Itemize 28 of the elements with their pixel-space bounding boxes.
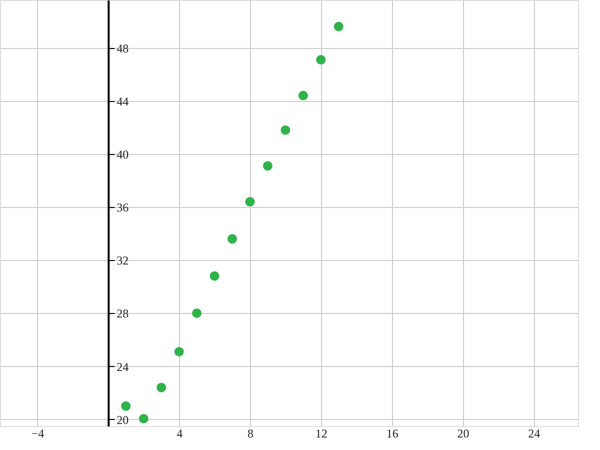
x-tick-label: 24: [528, 426, 540, 440]
point: [121, 401, 131, 411]
x-tick-label: 4: [176, 426, 183, 440]
point: [298, 90, 308, 100]
point: [156, 382, 166, 392]
x-tick-label: −4: [31, 426, 44, 440]
y-tick-label: 24: [116, 360, 129, 374]
x-tick-label: 8: [247, 426, 254, 440]
y-tick-label: 48: [116, 41, 129, 56]
x-tick-label: 12: [315, 426, 328, 440]
point: [280, 125, 290, 135]
point: [262, 161, 272, 171]
point: [316, 54, 326, 64]
x-tick-label: 16: [386, 426, 398, 440]
y-tick-label: 44: [116, 94, 129, 108]
y-tick-label: 36: [116, 200, 129, 215]
point: [245, 196, 255, 206]
point: [210, 271, 220, 281]
y-tick-label: 28: [116, 306, 129, 321]
point: [138, 414, 148, 424]
y-tick-label: 20: [116, 412, 129, 427]
y-tick-label: 40: [116, 147, 129, 162]
point: [174, 346, 184, 356]
y-tick-label: 32: [116, 254, 129, 268]
point: [334, 22, 344, 32]
point: [228, 234, 238, 244]
point: [192, 308, 202, 318]
x-tick-label: 20: [457, 426, 470, 440]
